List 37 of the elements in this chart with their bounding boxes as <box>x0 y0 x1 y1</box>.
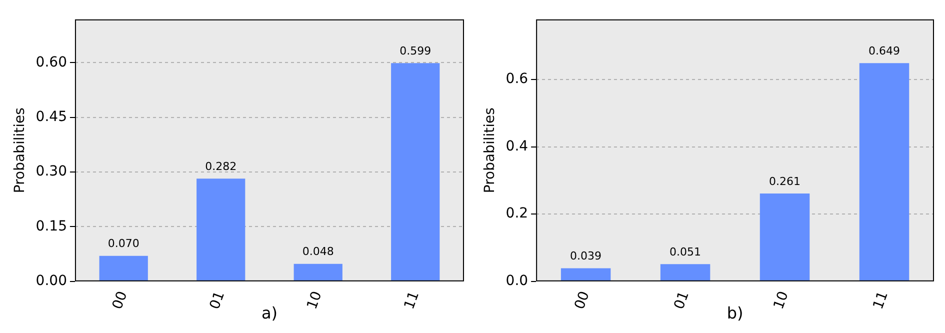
data-label: 0.599 <box>400 44 432 58</box>
x-axis-title: a) <box>261 304 278 323</box>
y-tick-label: 0.0 <box>506 272 528 289</box>
data-label: 0.051 <box>670 246 702 259</box>
x-tick-label: 01 <box>206 289 228 312</box>
y-tick-label: 0.15 <box>36 218 67 234</box>
y-tick-label: 0.00 <box>36 272 67 289</box>
data-label: 0.048 <box>302 245 334 258</box>
x-axis-title: b) <box>726 304 744 323</box>
x-tick-label: 10 <box>304 289 326 312</box>
y-tick-label: 0.6 <box>506 71 528 88</box>
x-tick-label: 00 <box>572 289 593 312</box>
bar <box>196 178 246 281</box>
data-label: 0.070 <box>108 237 140 250</box>
data-label: 0.039 <box>570 250 602 263</box>
y-axis-title: Probabilities <box>12 108 28 194</box>
x-tick-label: 00 <box>110 289 131 312</box>
bar <box>760 194 810 281</box>
x-tick-label: 11 <box>401 289 423 312</box>
data-label: 0.282 <box>205 160 237 173</box>
y-tick-label: 0.4 <box>506 138 528 154</box>
data-label: 0.649 <box>868 44 900 58</box>
x-tick-label: 10 <box>770 289 792 312</box>
bar <box>391 63 440 281</box>
y-tick-label: 0.45 <box>36 109 67 126</box>
data-label: 0.261 <box>769 174 801 188</box>
x-tick-label: 01 <box>671 289 692 312</box>
bar <box>660 264 710 281</box>
y-tick-label: 0.30 <box>36 164 67 180</box>
y-tick-label: 0.2 <box>506 206 528 222</box>
bar <box>560 268 611 281</box>
bar <box>99 256 148 281</box>
y-tick-label: 0.60 <box>36 54 67 70</box>
x-tick-label: 11 <box>870 289 892 312</box>
y-axis-title: Probabilities <box>482 108 498 194</box>
bar <box>294 264 342 281</box>
bar <box>859 63 910 281</box>
